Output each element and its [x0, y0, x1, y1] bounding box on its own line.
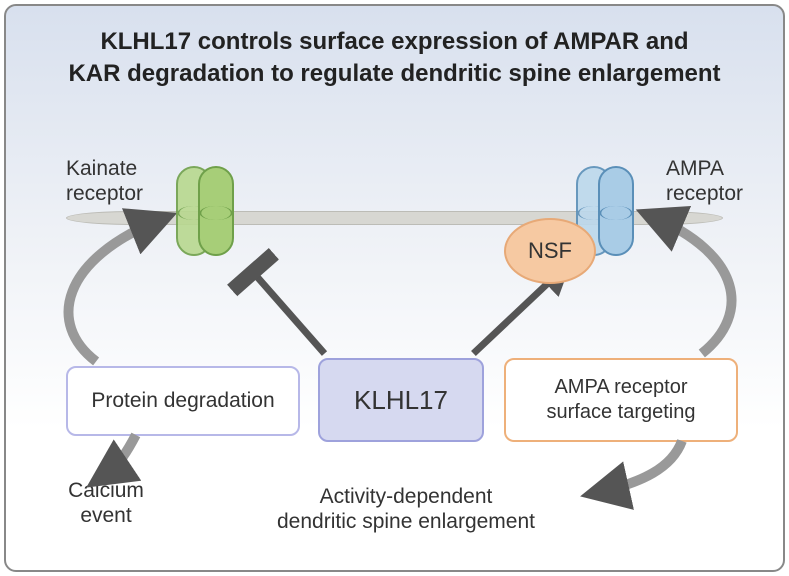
ampa-label: AMPA receptor: [666, 156, 743, 206]
arrow-targeting-to-ampa: [652, 217, 731, 354]
nsf-label: NSF: [528, 238, 572, 264]
title-line-2: KAR degradation to regulate dendritic sp…: [68, 60, 720, 87]
title-line-1: KLHL17 controls surface expression of AM…: [100, 28, 688, 55]
ampa-targeting-box: AMPA receptor surface targeting: [504, 358, 738, 442]
klhl17-box: KLHL17: [318, 358, 484, 442]
activity-line-2: dendritic spine enlargement: [277, 510, 535, 533]
diagram-frame: KLHL17 controls surface expression of AM…: [4, 4, 785, 572]
arrow-degradation-to-calcium: [101, 435, 136, 478]
degradation-label: Protein degradation: [91, 389, 274, 413]
nsf-node: NSF: [504, 218, 596, 284]
arrow-targeting-to-activity: [598, 441, 682, 493]
kainate-receptor-icon: [176, 166, 254, 260]
activity-line-1: Activity-dependent: [320, 485, 493, 508]
activity-label: Activity-dependent dendritic spine enlar…: [246, 484, 566, 534]
klhl17-label: KLHL17: [354, 385, 448, 416]
targeting-label: AMPA receptor surface targeting: [547, 375, 696, 425]
calcium-event-label: Calcium event: [46, 478, 166, 528]
kainate-label: Kainate receptor: [66, 156, 143, 206]
arrow-degradation-to-kainate: [69, 219, 161, 361]
diagram-title: KLHL17 controls surface expression of AM…: [6, 26, 783, 91]
inhibition-klhl-to-kainate: [253, 272, 324, 353]
protein-degradation-box: Protein degradation: [66, 366, 300, 436]
